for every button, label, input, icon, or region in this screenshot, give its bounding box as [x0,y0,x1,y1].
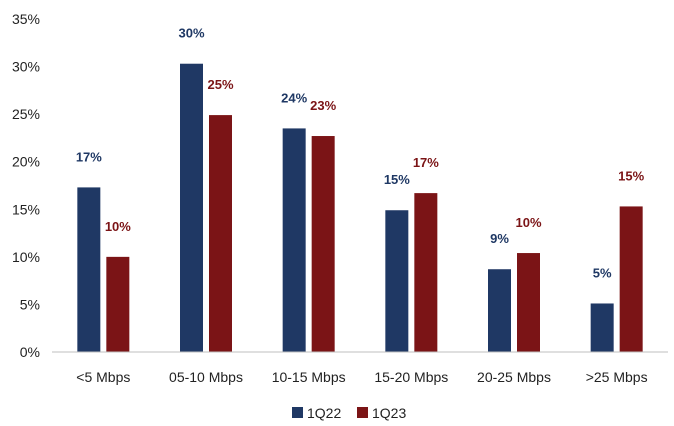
data-label: 5% [593,265,612,280]
data-label: 15% [618,168,644,183]
x-category-label: 20-25 Mbps [477,369,551,385]
bar-1q23-3 [414,193,438,352]
y-axis-ticks: 0% 5% 10% 15% 20% 25% 30% 35% [12,11,40,360]
bar-1q23-5 [619,206,643,352]
legend-swatch-1q22 [292,407,303,418]
y-tick-label: 10% [12,249,40,265]
legend: 1Q22 1Q23 [292,405,406,421]
y-tick-label: 20% [12,154,40,170]
y-tick-label: 15% [12,201,40,217]
legend-swatch-1q23 [357,407,368,418]
bar-1q23-0 [106,256,130,352]
data-label: 25% [207,77,233,92]
bar-1q22-4 [488,269,511,352]
data-label: 10% [105,219,131,234]
x-category-label: <5 Mbps [76,369,130,385]
bar-1q22-0 [77,187,101,352]
data-label: 10% [515,215,541,230]
bar-1q22-5 [590,303,614,352]
bar-1q23-4 [517,253,540,352]
y-tick-label: 0% [20,344,40,360]
x-category-label: >25 Mbps [586,369,648,385]
bar-1q22-3 [385,210,409,352]
y-tick-label: 30% [12,59,40,75]
data-label: 17% [76,149,102,164]
y-tick-label: 25% [12,106,40,122]
data-label: 24% [281,90,307,105]
x-category-label: 05-10 Mbps [169,369,243,385]
x-category-label: 15-20 Mbps [374,369,448,385]
data-labels: 17%10%30%25%24%23%15%17%9%10%5%15% [76,26,645,281]
bars [77,63,643,353]
y-tick-label: 5% [20,296,40,312]
x-axis-categories: <5 Mbps 05-10 Mbps 10-15 Mbps 15-20 Mbps 20-… [76,369,647,385]
data-label: 23% [310,98,336,113]
data-label: 9% [490,231,509,246]
data-label: 15% [384,172,410,187]
bar-1q23-1 [209,115,232,352]
bar-1q22-1 [180,63,203,353]
data-label: 30% [178,26,204,41]
bar-1q22-2 [282,128,306,352]
bar-1q23-2 [311,136,335,352]
y-tick-label: 35% [12,11,40,27]
data-label: 17% [413,155,439,170]
legend-label-1q23: 1Q23 [372,405,406,421]
x-category-label: 10-15 Mbps [272,369,346,385]
legend-label-1q22: 1Q22 [307,405,341,421]
